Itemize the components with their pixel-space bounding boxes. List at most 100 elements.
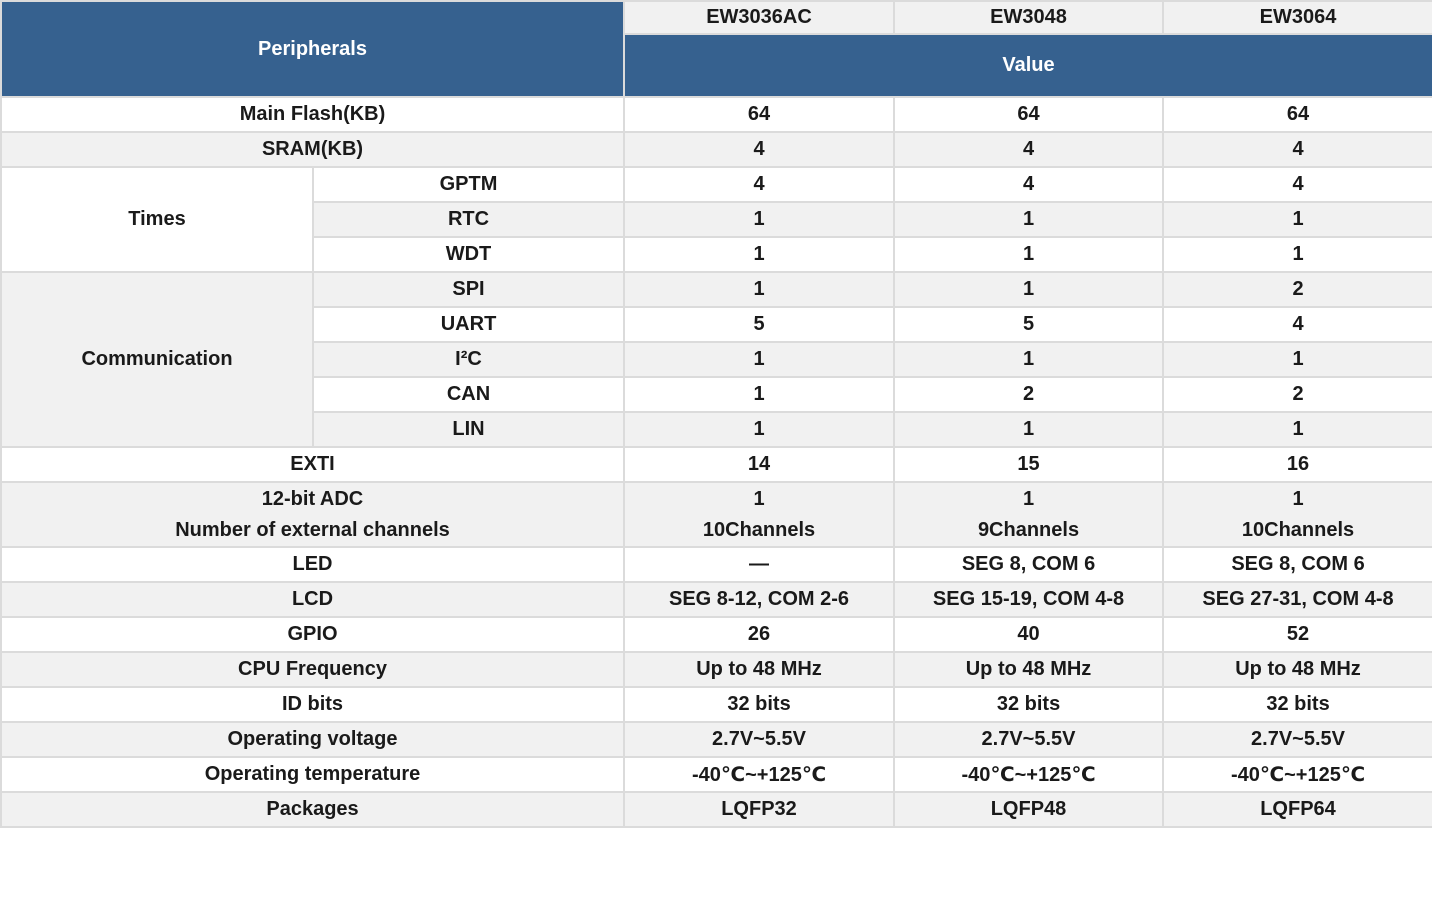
main-flash-value-0: 64	[623, 96, 896, 133]
row-label-cpu-frequency: CPU Frequency	[0, 651, 626, 688]
lin-value-0: 1	[623, 411, 896, 448]
main-flash-value-2: 64	[1162, 96, 1432, 133]
table-row-lin: LIN 1 1 1	[1, 411, 1432, 448]
can-value-0: 1	[623, 376, 896, 413]
id-bits-value-1: 32 bits	[893, 686, 1165, 723]
wdt-value-2: 1	[1162, 236, 1432, 273]
adc-count-1: 1	[1022, 487, 1035, 510]
row-label-led: LED	[0, 546, 626, 583]
adc-label-bottom: Number of external channels	[175, 518, 450, 541]
sram-value-2: 4	[1162, 131, 1432, 168]
row-label-lcd: LCD	[0, 581, 626, 618]
lcd-value-1: SEG 15-19, COM 4-8	[893, 581, 1165, 618]
table-row-lcd: LCD SEG 8-12, COM 2-6 SEG 15-19, COM 4-8…	[0, 581, 1432, 618]
sram-value-0: 4	[623, 131, 896, 168]
can-value-2: 2	[1162, 376, 1432, 413]
operating-voltage-value-1: 2.7V~5.5V	[893, 721, 1165, 758]
uart-value-1: 5	[893, 306, 1165, 343]
row-label-i2c: I²C	[311, 341, 626, 378]
uart-value-0: 5	[623, 306, 896, 343]
group-label-times: Times	[0, 166, 314, 273]
table-row-adc: 12-bit ADC Number of external channels 1…	[0, 481, 1432, 548]
gptm-value-2: 4	[1162, 166, 1432, 203]
gpio-value-2: 52	[1162, 616, 1432, 653]
row-label-exti: EXTI	[0, 446, 626, 483]
table-row-gptm: Times GPTM 4 4 4	[0, 166, 1432, 273]
operating-temperature-value-1: -40℃~+125℃	[893, 756, 1165, 793]
table-row-exti: EXTI 14 15 16	[0, 446, 1432, 483]
model-header-ew3048: EW3048	[893, 0, 1165, 35]
table-row-operating-voltage: Operating voltage 2.7V~5.5V 2.7V~5.5V 2.…	[0, 721, 1432, 758]
led-value-1: SEG 8, COM 6	[893, 546, 1165, 583]
adc-count-0: 1	[753, 487, 765, 510]
wdt-value-1: 1	[893, 236, 1165, 273]
table-row-operating-temperature: Operating temperature -40℃~+125℃ -40℃~+1…	[0, 756, 1432, 793]
i2c-value-0: 1	[623, 341, 896, 378]
row-label-adc: 12-bit ADC Number of external channels	[0, 481, 626, 548]
group-label-communication: Communication	[0, 271, 314, 448]
row-label-lin: LIN	[311, 411, 626, 448]
row-label-packages: Packages	[0, 791, 626, 828]
gptm-value-1: 4	[893, 166, 1165, 203]
lin-value-1: 1	[893, 411, 1165, 448]
main-flash-value-1: 64	[893, 96, 1165, 133]
value-header: Value	[623, 33, 1432, 98]
header-row-models: Peripherals EW3036AC EW3048 EW3064	[0, 0, 1432, 98]
row-label-rtc: RTC	[311, 201, 626, 238]
operating-voltage-value-2: 2.7V~5.5V	[1162, 721, 1432, 758]
row-label-sram: SRAM(KB)	[0, 131, 626, 168]
table-row-sram: SRAM(KB) 4 4 4	[0, 131, 1432, 168]
lcd-value-2: SEG 27-31, COM 4-8	[1162, 581, 1432, 618]
row-label-operating-voltage: Operating voltage	[0, 721, 626, 758]
operating-temperature-value-2: -40℃~+125℃	[1162, 756, 1432, 793]
adc-count-2: 1	[1292, 487, 1304, 510]
table-row-packages: Packages LQFP32 LQFP48 LQFP64	[0, 791, 1432, 828]
gpio-value-1: 40	[893, 616, 1165, 653]
exti-value-1: 15	[893, 446, 1165, 483]
exti-value-0: 14	[623, 446, 896, 483]
row-label-id-bits: ID bits	[0, 686, 626, 723]
table-row-can: CAN 1 2 2	[1, 376, 1432, 413]
spi-value-2: 2	[1162, 271, 1432, 308]
row-label-uart: UART	[311, 306, 626, 343]
table-row-wdt: WDT 1 1 1	[1, 236, 1432, 273]
table-row-id-bits: ID bits 32 bits 32 bits 32 bits	[0, 686, 1432, 723]
table-row-main-flash: Main Flash(KB) 64 64 64	[0, 96, 1432, 133]
table-row-cpu-frequency: CPU Frequency Up to 48 MHz Up to 48 MHz …	[0, 651, 1432, 688]
rtc-value-1: 1	[893, 201, 1165, 238]
row-label-gpio: GPIO	[0, 616, 626, 653]
adc-value-2: 1 10Channels	[1162, 481, 1432, 548]
adc-channels-0: 10Channels	[702, 518, 816, 541]
rtc-value-2: 1	[1162, 201, 1432, 238]
row-label-gptm: GPTM	[311, 166, 626, 203]
row-label-can: CAN	[311, 376, 626, 413]
header-row-value: Value	[1, 33, 1432, 98]
table-row-uart: UART 5 5 4	[1, 306, 1432, 343]
model-header-ew3036ac: EW3036AC	[623, 0, 896, 35]
led-value-2: SEG 8, COM 6	[1162, 546, 1432, 583]
spi-value-0: 1	[623, 271, 896, 308]
wdt-value-0: 1	[623, 236, 896, 273]
table-row-i2c: I²C 1 1 1	[1, 341, 1432, 378]
table-row-led: LED — SEG 8, COM 6 SEG 8, COM 6	[0, 546, 1432, 583]
table-row-rtc: RTC 1 1 1	[1, 201, 1432, 238]
operating-temperature-value-0: -40℃~+125℃	[623, 756, 896, 793]
uart-value-2: 4	[1162, 306, 1432, 343]
spi-value-1: 1	[893, 271, 1165, 308]
i2c-value-1: 1	[893, 341, 1165, 378]
packages-value-0: LQFP32	[623, 791, 896, 828]
lcd-value-0: SEG 8-12, COM 2-6	[623, 581, 896, 618]
mcu-spec-table: Peripherals EW3036AC EW3048 EW3064 Value…	[0, 0, 1432, 828]
can-value-1: 2	[893, 376, 1165, 413]
adc-channels-1: 9Channels	[977, 518, 1080, 541]
row-label-wdt: WDT	[311, 236, 626, 273]
id-bits-value-2: 32 bits	[1162, 686, 1432, 723]
cpu-frequency-value-2: Up to 48 MHz	[1162, 651, 1432, 688]
i2c-value-2: 1	[1162, 341, 1432, 378]
id-bits-value-0: 32 bits	[623, 686, 896, 723]
row-label-operating-temperature: Operating temperature	[0, 756, 626, 793]
gpio-value-0: 26	[623, 616, 896, 653]
led-value-0: —	[623, 546, 896, 583]
gptm-value-0: 4	[623, 166, 896, 203]
cpu-frequency-value-0: Up to 48 MHz	[623, 651, 896, 688]
